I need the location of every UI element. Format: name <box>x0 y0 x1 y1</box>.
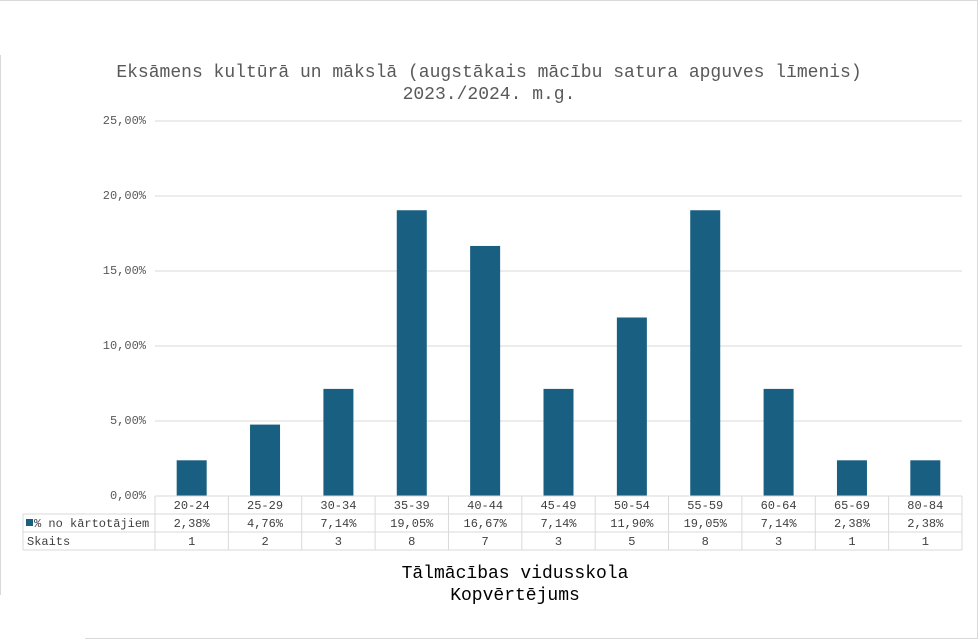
table-cell: 1 <box>922 535 929 549</box>
chart-title-block: Eksāmens kultūrā un mākslā (augstākais m… <box>0 62 978 106</box>
table-cell: 8 <box>408 535 415 549</box>
table-cell: 2,38% <box>834 517 871 531</box>
table-cell: 7,14% <box>761 517 798 531</box>
table-cell: 3 <box>555 535 562 549</box>
table-row-label: % no kārtotājiem <box>34 517 149 531</box>
table-cell: 2,38% <box>907 517 944 531</box>
bar <box>176 460 207 496</box>
y-tick-label: 25,00% <box>102 114 146 128</box>
x-tick-label: 45-49 <box>540 499 576 513</box>
table-cell: 2,38% <box>174 517 211 531</box>
y-tick-label: 5,00% <box>109 414 146 428</box>
y-tick-label: 20,00% <box>102 189 146 203</box>
table-cell: 3 <box>335 535 342 549</box>
table-cell: 19,05% <box>390 517 434 531</box>
bar <box>690 210 721 496</box>
x-tick-label: 60-64 <box>761 499 797 513</box>
x-tick-label: 35-39 <box>394 499 430 513</box>
bar <box>543 388 574 496</box>
table-cell: 7 <box>482 535 489 549</box>
y-tick-label: 0,00% <box>109 489 146 503</box>
table-row-label: Skaits <box>27 535 70 549</box>
x-tick-label: 80-84 <box>907 499 943 513</box>
x-tick-label: 20-24 <box>174 499 210 513</box>
chart-subtitle: 2023./2024. m.g. <box>402 85 576 105</box>
x-axis-subtitle: Kopvērtējums <box>450 586 580 606</box>
bar <box>763 388 794 496</box>
table-cell: 5 <box>628 535 635 549</box>
x-axis-title: Tālmācības vidusskola <box>401 564 629 584</box>
table-cell: 7,14% <box>540 517 577 531</box>
x-tick-label: 65-69 <box>834 499 870 513</box>
x-tick-label: 50-54 <box>614 499 650 513</box>
legend-key <box>26 519 33 526</box>
y-tick-label: 10,00% <box>102 339 146 353</box>
x-tick-label: 30-34 <box>320 499 356 513</box>
chart-border-left <box>0 55 1 595</box>
table-cell: 19,05% <box>684 517 728 531</box>
table-cell: 16,67% <box>464 517 508 531</box>
chart-border-top <box>0 0 978 1</box>
bar <box>616 317 647 496</box>
bar <box>396 210 427 496</box>
x-tick-label: 40-44 <box>467 499 503 513</box>
table-cell: 4,76% <box>247 517 284 531</box>
bar <box>836 460 867 496</box>
table-cell: 1 <box>848 535 855 549</box>
bar <box>250 424 281 496</box>
y-tick-label: 15,00% <box>102 264 146 278</box>
table-cell: 3 <box>775 535 782 549</box>
chart-title: Eksāmens kultūrā un mākslā (augstākais m… <box>116 63 862 83</box>
x-tick-label: 55-59 <box>687 499 723 513</box>
bar <box>323 388 354 496</box>
table-cell: 11,90% <box>610 517 654 531</box>
bar <box>470 245 501 496</box>
table-cell: 7,14% <box>320 517 357 531</box>
bar <box>910 460 941 496</box>
table-cell: 8 <box>702 535 709 549</box>
table-cell: 2 <box>261 535 268 549</box>
table-cell: 1 <box>188 535 195 549</box>
x-tick-label: 25-29 <box>247 499 283 513</box>
